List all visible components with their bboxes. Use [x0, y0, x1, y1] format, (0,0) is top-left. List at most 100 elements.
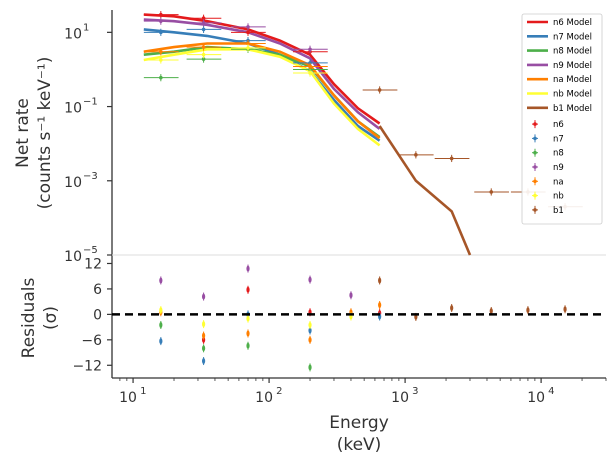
residual-point — [450, 305, 454, 312]
y-tick-label: 10 — [64, 26, 82, 42]
residual-point — [526, 307, 530, 314]
model-line — [143, 47, 381, 147]
legend-marker — [533, 179, 537, 184]
data-point — [201, 57, 206, 61]
y-axis-label-line1: Net rate — [13, 98, 33, 168]
legend-label: n8 — [553, 149, 564, 159]
residual-point — [308, 327, 312, 334]
data-point — [308, 64, 312, 69]
residual-point — [246, 330, 250, 337]
residual-point — [159, 277, 163, 284]
data-point — [159, 58, 163, 62]
y-tick-exponent: 1 — [83, 22, 89, 33]
model-line — [143, 42, 381, 140]
legend-label: n8 Model — [553, 47, 592, 57]
residual-point — [246, 315, 250, 322]
model-line — [378, 125, 472, 256]
y-axis-label-line2: (counts s⁻¹ keV⁻¹) — [35, 57, 55, 210]
legend-box — [521, 13, 603, 225]
legend-label: b1 Model — [553, 104, 592, 114]
x-tick-label: 10 — [255, 390, 273, 406]
y-tick-label: 10 — [64, 175, 82, 191]
data-point — [246, 41, 250, 46]
model-lines — [143, 13, 472, 256]
residual-tick-label: −12 — [72, 358, 102, 374]
data-point — [308, 47, 312, 52]
residual-point — [201, 345, 206, 352]
data-point — [159, 12, 163, 17]
residual-tick-label: 12 — [84, 256, 102, 272]
data-point — [201, 52, 206, 57]
x-tick-label: 10 — [527, 390, 545, 406]
x-tick-label: 10 — [119, 390, 137, 406]
residual-point — [308, 321, 312, 328]
x-tick-exponent: 4 — [548, 386, 554, 397]
data-point — [201, 27, 206, 32]
residual-point — [201, 336, 206, 343]
x-tick-exponent: 1 — [140, 386, 146, 397]
legend-label: n9 — [553, 163, 564, 173]
data-point — [308, 71, 312, 75]
legend-label: n6 — [553, 120, 564, 130]
residual-axis-label-line2: (σ) — [41, 306, 61, 330]
x-tick-labels: 10 1 10 2 10 3 10 4 — [119, 378, 607, 406]
data-point — [246, 30, 250, 35]
residual-tick-label: −6 — [81, 333, 102, 349]
residual-point — [378, 302, 382, 309]
x-axis-label-line2: (keV) — [337, 435, 382, 455]
legend-marker — [533, 122, 537, 126]
legend-marker — [533, 208, 537, 212]
residual-point — [308, 364, 312, 371]
legend-label: n6 Model — [553, 18, 592, 28]
residual-point — [349, 292, 353, 299]
legend-label: b1 — [553, 206, 564, 216]
legend-label: n7 Model — [553, 32, 592, 42]
residual-point — [246, 286, 250, 293]
x-tick-exponent: 3 — [412, 386, 418, 397]
legend-marker — [533, 193, 537, 198]
legend-label: n9 Model — [553, 61, 592, 71]
legend-label: n7 — [553, 134, 564, 144]
data-point — [159, 19, 163, 23]
data-point — [414, 153, 418, 157]
model-line — [143, 13, 381, 125]
residual-point — [563, 306, 567, 313]
x-tick-label: 10 — [391, 390, 409, 406]
data-point — [246, 25, 250, 29]
legend-marker — [533, 165, 537, 169]
residual-point — [159, 338, 163, 345]
data-points — [143, 11, 583, 211]
residual-point — [489, 307, 493, 314]
x-tick-exponent: 2 — [276, 386, 282, 397]
legend-label: nb Model — [553, 90, 592, 100]
residual-point — [201, 293, 206, 300]
residual-point — [201, 358, 206, 365]
legend-marker — [533, 150, 537, 155]
data-point — [159, 75, 163, 80]
y-tick-label: 10 — [64, 101, 82, 117]
data-point — [201, 16, 206, 21]
legend-label: nb — [553, 192, 564, 202]
data-point — [489, 190, 494, 194]
residual-point — [378, 277, 382, 284]
y-tick-label: 10 — [64, 249, 82, 265]
residual-point — [201, 321, 206, 328]
y-tick-exponent: −3 — [83, 171, 98, 182]
residual-tick-label: 0 — [93, 307, 102, 323]
residual-point — [308, 276, 312, 283]
data-point — [201, 45, 206, 49]
residual-points — [159, 264, 567, 372]
legend: n6 Model n7 Model n8 Model n9 Model na Model… — [521, 13, 603, 225]
residual-point — [159, 307, 163, 314]
residual-tick-label: 6 — [93, 282, 102, 298]
data-point — [449, 156, 454, 161]
data-point — [377, 88, 382, 92]
residual-point — [159, 321, 163, 328]
data-point — [159, 49, 163, 54]
residual-point — [246, 265, 250, 272]
y-tick-exponent: −1 — [83, 97, 98, 108]
model-line — [143, 45, 381, 139]
y-tick-exponent: −5 — [83, 245, 98, 256]
